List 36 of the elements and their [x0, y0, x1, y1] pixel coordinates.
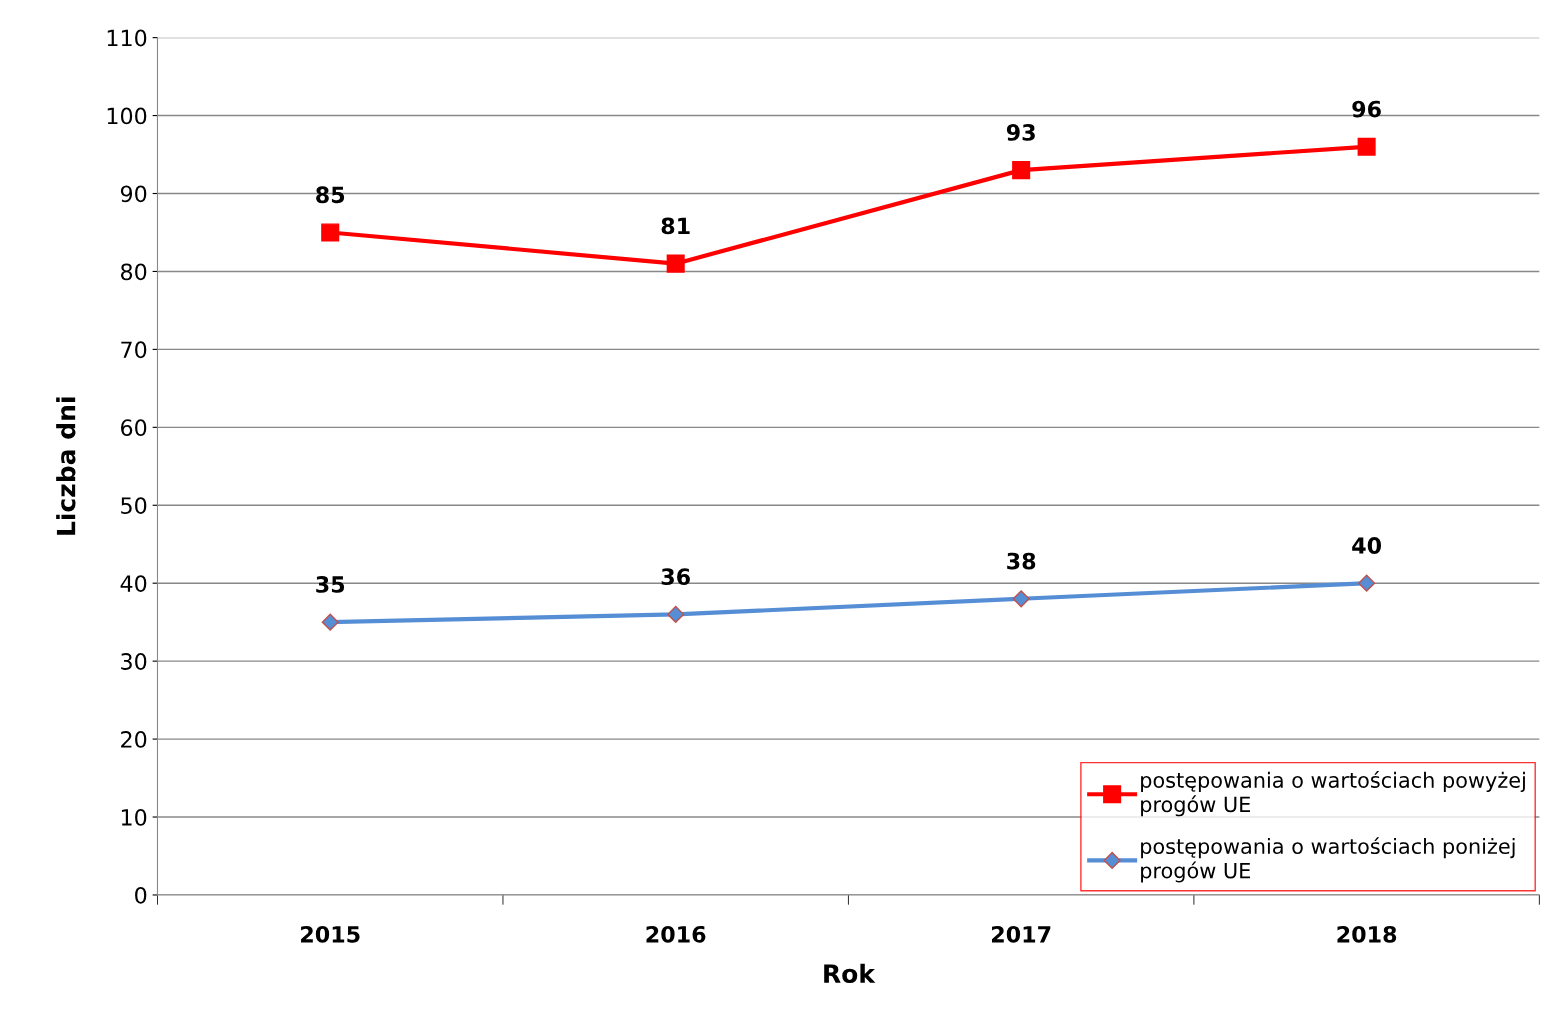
data-label: 38	[1007, 552, 1036, 570]
y-tick-label: 50	[121, 497, 147, 515]
data-label: 40	[1352, 537, 1382, 554]
y-tick-label: 100	[107, 107, 147, 125]
y-axis-title: Liczba dni	[56, 397, 76, 535]
data-label: 85	[316, 186, 345, 204]
y-tick-label: 20	[121, 731, 147, 748]
point	[1012, 590, 1030, 608]
x-axis-title: Rok	[824, 963, 876, 984]
data-label: 81	[661, 217, 690, 235]
y-tick-label: 10	[121, 808, 147, 826]
x-tick-label: 2015	[301, 925, 360, 943]
point	[321, 613, 339, 631]
point	[1357, 137, 1376, 156]
y-tick-label: 60	[121, 419, 147, 437]
x-tick-label: 2017	[992, 925, 1051, 943]
y-tick-label: 90	[120, 185, 147, 203]
y-tick-label: 30	[121, 653, 147, 670]
point	[667, 605, 685, 623]
y-tick-label: 110	[107, 29, 147, 47]
point	[1012, 161, 1031, 180]
y-tick-label: 80	[120, 263, 147, 281]
legend-label: postępowania o wartościach powyżej progów UE	[1141, 770, 1525, 817]
y-tick-label: 70	[121, 341, 147, 359]
x-tick-label: 2018	[1337, 925, 1397, 943]
data-label: 36	[661, 568, 690, 586]
data-label: 35	[316, 576, 345, 593]
point	[321, 223, 340, 242]
legend-label: postępowania o wartościach poniżej progów UE	[1141, 837, 1515, 883]
x-tick-label: 2016	[646, 925, 706, 943]
data-label: 96	[1352, 100, 1381, 118]
data-label: 93	[1006, 124, 1035, 141]
point	[1358, 574, 1376, 592]
y-tick-label: 40	[120, 575, 147, 592]
point	[666, 254, 685, 273]
y-tick-label: 0	[135, 886, 147, 904]
